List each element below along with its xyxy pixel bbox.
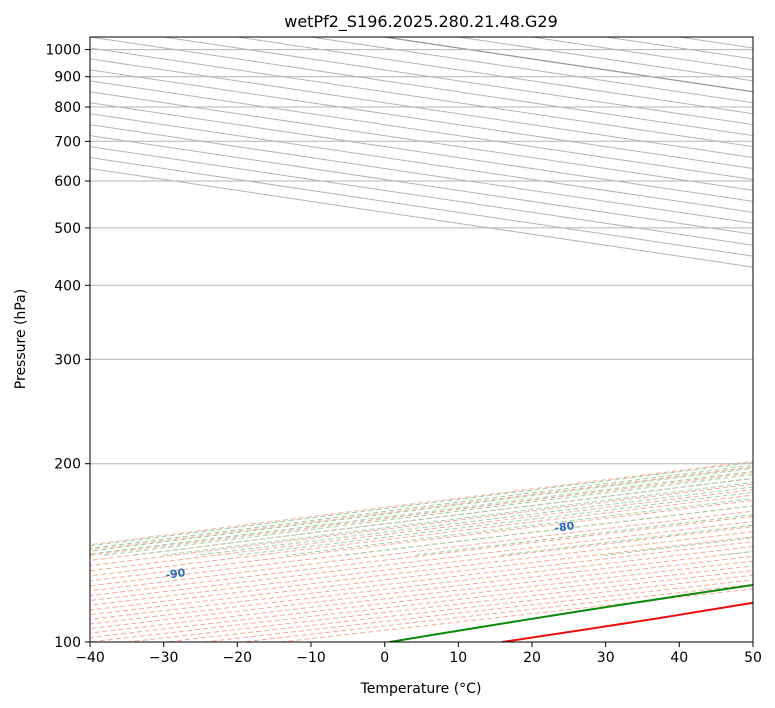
- y-tick-label: 400: [54, 278, 81, 294]
- y-tick-label: 100: [54, 635, 81, 651]
- y-tick-label: 900: [54, 70, 81, 86]
- y-tick-label: 700: [54, 134, 81, 150]
- x-axis-label: Temperature (°C): [360, 681, 482, 697]
- isotherm-line: [90, 91, 753, 191]
- x-tick-label: 40: [670, 650, 688, 666]
- plot-frame: [89, 36, 754, 643]
- isotherm-label: -80: [554, 519, 576, 535]
- x-tick-label: −20: [223, 650, 253, 666]
- isotherm-line: [90, 80, 753, 180]
- x-tick-label: −40: [75, 650, 105, 666]
- isotherm-line: [90, 135, 753, 235]
- x-tick-label: 50: [744, 650, 762, 666]
- y-tick-label: 600: [54, 174, 81, 190]
- axes: −40 −30 −20 −10 0 10 20 30 40 50 100 200 300 400 500 60…: [45, 43, 762, 666]
- x-tick-label: −10: [296, 650, 326, 666]
- isotherm-line: [90, 102, 753, 202]
- chart-title: wetPf2_S196.2025.280.21.48.G29: [284, 12, 558, 32]
- isotherm-line: [90, 69, 753, 170]
- isotherm-line: [90, 113, 753, 213]
- x-tick-label: 30: [597, 650, 615, 666]
- isotherm-line: [90, 124, 753, 224]
- x-tick-label: 10: [449, 650, 467, 666]
- y-tick-label: 200: [54, 457, 81, 473]
- x-tick-label: 20: [523, 650, 541, 666]
- y-tick-label: 300: [54, 352, 81, 368]
- y-tick-label: 500: [54, 221, 81, 237]
- x-tick-label: −30: [149, 650, 179, 666]
- isotherm-line: [90, 58, 753, 159]
- background-lines: [90, 37, 753, 642]
- y-tick-label: 1000: [45, 43, 81, 59]
- isotherm-label: -90: [165, 566, 187, 582]
- isotherm-line: [90, 47, 753, 148]
- line-labels: -100-90-80-70-60-50-40-30-20-10010203040…: [165, 519, 576, 582]
- x-tick-label: 0: [380, 650, 389, 666]
- y-axis-label: Pressure (hPa): [13, 289, 29, 389]
- y-tick-label: 800: [54, 100, 81, 116]
- plot-area: [90, 37, 753, 642]
